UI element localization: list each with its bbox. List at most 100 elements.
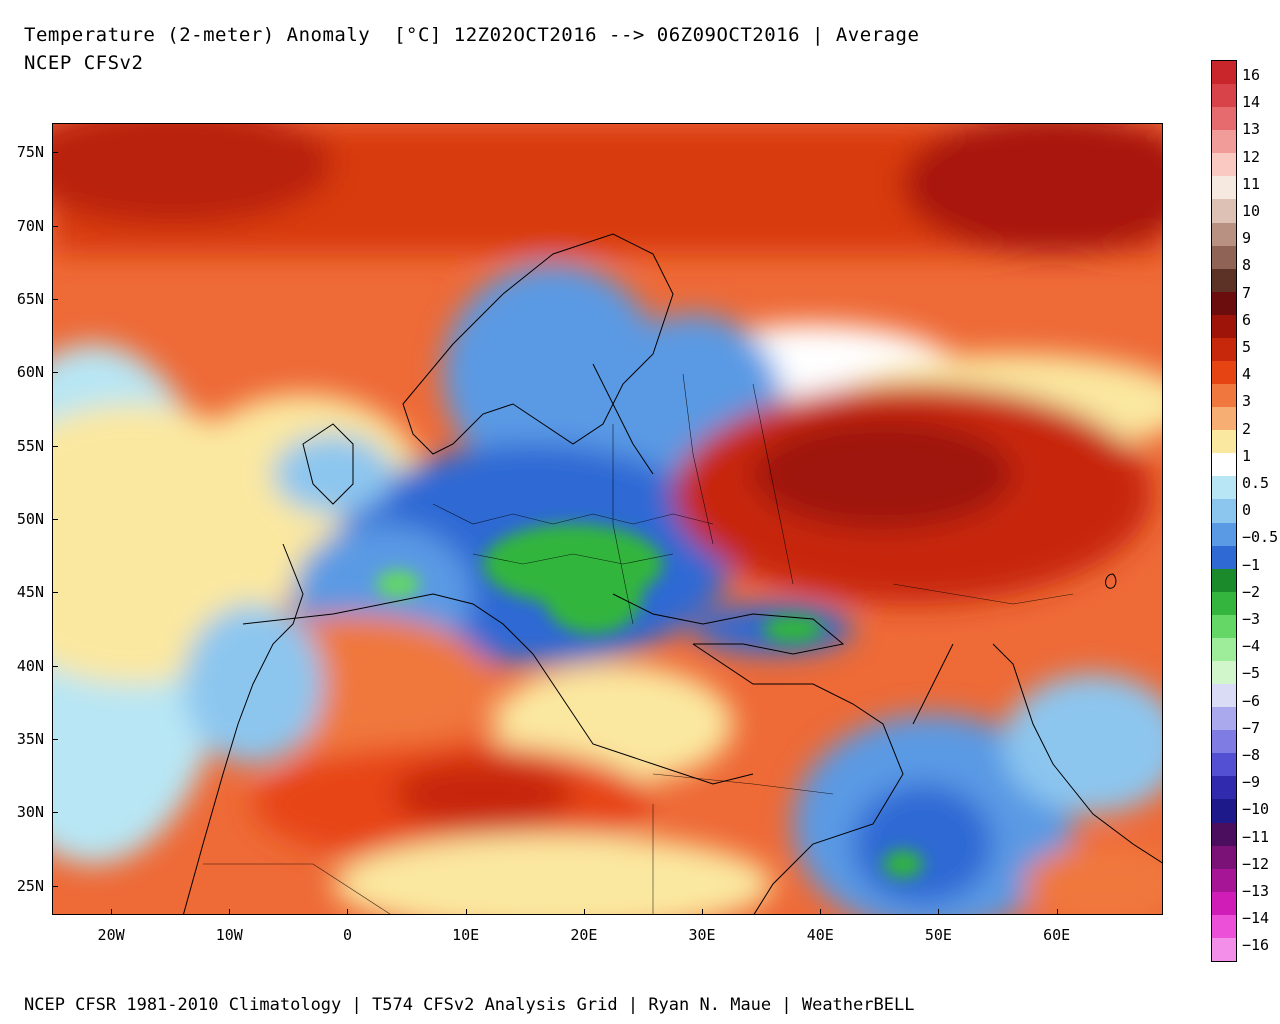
- color-scale-label: −11: [1242, 827, 1270, 846]
- color-scale-label: −1: [1242, 555, 1261, 574]
- map-title: Temperature (2-meter) Anomaly [°C] 12Z02…: [24, 24, 920, 46]
- lat-tick: [52, 519, 58, 520]
- color-scale-label: 6: [1242, 310, 1252, 329]
- color-scale-swatch: [1212, 868, 1236, 893]
- lon-tick-label: 50E: [924, 926, 952, 944]
- lon-tick-label: 10W: [215, 926, 243, 944]
- color-scale-swatch: [1212, 84, 1236, 108]
- color-scale-swatch: [1212, 453, 1236, 477]
- color-scale-label: 1: [1242, 446, 1252, 465]
- lat-tick: [52, 225, 58, 227]
- color-scale-bar: [1211, 60, 1237, 962]
- lat-tick-label: 55N: [16, 436, 44, 455]
- color-scale-label: −16: [1242, 936, 1270, 955]
- color-scale-swatch: [1212, 522, 1236, 547]
- anomaly-field: [53, 124, 1162, 914]
- attribution-footer: NCEP CFSR 1981-2010 Climatology | T574 C…: [24, 995, 915, 1015]
- lon-tick: [347, 909, 349, 915]
- lat-tick: [52, 665, 58, 667]
- color-scale-label: −4: [1242, 637, 1261, 656]
- model-name: NCEP CFSv2: [24, 52, 144, 74]
- color-scale-swatch: [1212, 568, 1236, 593]
- lat-tick: [52, 445, 58, 447]
- lat-tick-label: 35N: [16, 730, 44, 748]
- color-scale-label: 0: [1242, 501, 1252, 520]
- lon-tick: [583, 909, 585, 915]
- color-scale-label: −6: [1242, 691, 1261, 710]
- lon-tick: [1056, 909, 1058, 915]
- color-scale-label: 8: [1242, 256, 1252, 275]
- color-scale-swatch: [1212, 776, 1236, 800]
- color-scale-swatch: [1212, 914, 1236, 939]
- color-scale-swatch: [1212, 153, 1236, 177]
- color-scale-label: 14: [1242, 93, 1261, 112]
- color-scale-swatch: [1212, 361, 1236, 385]
- color-scale-swatch: [1212, 637, 1236, 662]
- color-scale-swatch: [1212, 591, 1236, 616]
- color-scale-label: −5: [1242, 664, 1261, 683]
- color-scale-label: 9: [1242, 229, 1252, 248]
- lon-tick: [702, 909, 704, 915]
- lat-tick-label: 65N: [16, 290, 44, 308]
- lat-tick: [52, 885, 58, 887]
- lat-tick-label: 70N: [16, 216, 44, 235]
- color-scale-label: −3: [1242, 610, 1261, 628]
- color-scale-swatch: [1212, 822, 1236, 847]
- lon-tick: [938, 909, 940, 915]
- color-scale-label: −13: [1242, 882, 1270, 900]
- color-scale-swatch: [1212, 176, 1236, 200]
- color-scale-swatch: [1212, 891, 1236, 916]
- lon-tick: [229, 909, 231, 915]
- color-scale-label: −8: [1242, 746, 1261, 764]
- color-scale-label: 0.5: [1242, 474, 1270, 492]
- lon-tick: [465, 909, 467, 915]
- color-scale-label: −0.5: [1242, 528, 1279, 547]
- color-scale-swatch: [1212, 337, 1236, 362]
- lon-tick-label: 0: [342, 926, 352, 944]
- color-scale-label: 10: [1242, 202, 1261, 220]
- color-scale-swatch: [1212, 799, 1236, 824]
- lat-tick-label: 75N: [16, 143, 44, 162]
- color-scale-label: 4: [1242, 365, 1252, 384]
- lat-tick-label: 25N: [16, 876, 44, 895]
- lat-tick: [52, 739, 58, 740]
- anomaly-map: [52, 123, 1163, 915]
- color-scale-swatch: [1212, 130, 1236, 154]
- color-scale-swatch: [1212, 476, 1236, 500]
- color-scale-swatch: [1212, 614, 1236, 639]
- color-scale-swatch: [1212, 245, 1236, 270]
- lon-tick-label: 40E: [806, 926, 834, 944]
- lat-tick-label: 60N: [16, 363, 44, 382]
- lon-tick-label: 30E: [688, 926, 716, 944]
- lat-tick-label: 30N: [16, 803, 44, 822]
- lon-tick-label: 60E: [1043, 926, 1071, 944]
- color-scale-label: 16: [1242, 66, 1261, 84]
- color-scale-swatch: [1212, 268, 1236, 293]
- color-scale-swatch: [1212, 314, 1236, 339]
- color-scale-label: −2: [1242, 582, 1261, 601]
- color-scale-swatch: [1212, 384, 1236, 408]
- color-scale-label: 7: [1242, 283, 1252, 302]
- lat-tick: [52, 812, 58, 814]
- lon-tick-label: 10E: [452, 926, 480, 944]
- color-scale-label: 5: [1242, 338, 1252, 356]
- lat-tick-label: 45N: [16, 583, 44, 602]
- lon-tick-label: 20W: [97, 926, 125, 944]
- color-scale-label: 13: [1242, 120, 1261, 139]
- lat-tick: [52, 372, 58, 374]
- color-scale-label: −10: [1242, 800, 1270, 819]
- color-scale-label: 2: [1242, 419, 1252, 438]
- color-scale-swatch: [1212, 430, 1236, 454]
- lat-tick-label: 50N: [16, 510, 44, 528]
- lat-tick: [52, 299, 58, 300]
- color-scale-swatch: [1212, 291, 1236, 316]
- color-scale-swatch: [1212, 61, 1236, 85]
- color-scale-swatch: [1212, 545, 1236, 570]
- color-scale-label: −12: [1242, 854, 1270, 873]
- color-scale-swatch: [1212, 753, 1236, 777]
- lat-tick: [52, 152, 58, 154]
- color-scale-label: 11: [1242, 174, 1261, 193]
- color-scale-swatch: [1212, 937, 1236, 962]
- color-scale-label: −7: [1242, 718, 1261, 737]
- color-scale-swatch: [1212, 199, 1236, 224]
